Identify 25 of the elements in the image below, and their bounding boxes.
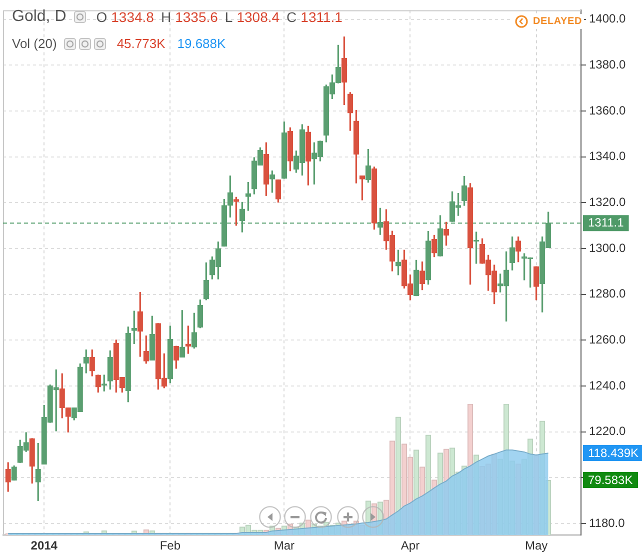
ref-line-label: 1311.1	[588, 215, 624, 230]
x-tick-label: Feb	[160, 538, 181, 553]
x-tick-label: May	[524, 538, 548, 553]
y-tick-label: 1240.0	[589, 378, 626, 392]
y-tick-label: 1360.0	[589, 103, 626, 118]
y-tick-label: 1320.0	[589, 195, 626, 210]
y-tick-label: 1380.0	[589, 58, 626, 72]
x-tick-label: Apr	[400, 538, 420, 553]
y-tick-label: 1260.0	[589, 332, 626, 347]
y-tick-label: 1300.0	[589, 240, 626, 255]
annotation: 19.688K	[177, 36, 226, 51]
text: 118.439K	[583, 445, 642, 462]
chart-title: Gold, D	[12, 8, 66, 26]
y-tick-label: 1180.0	[589, 516, 626, 530]
y-tick-label: 1220.0	[589, 424, 626, 438]
y-tick-label: 1400.0	[589, 12, 626, 26]
y-tick-label: 1340.0	[589, 149, 626, 164]
x-tick-label: 2014	[30, 538, 58, 553]
y-tick-label: 1280.0	[589, 286, 626, 301]
chart-subtitle: O 1334.8 H 1335.6 L 1308.4 C 1311.1	[96, 9, 342, 25]
annotation: 45.773K	[116, 36, 166, 51]
x-tick-label: Mar	[274, 538, 295, 553]
annotation: DELAYED	[533, 16, 582, 27]
chart-title: Vol (20)	[12, 36, 57, 51]
text: 79.583K	[583, 472, 638, 488]
